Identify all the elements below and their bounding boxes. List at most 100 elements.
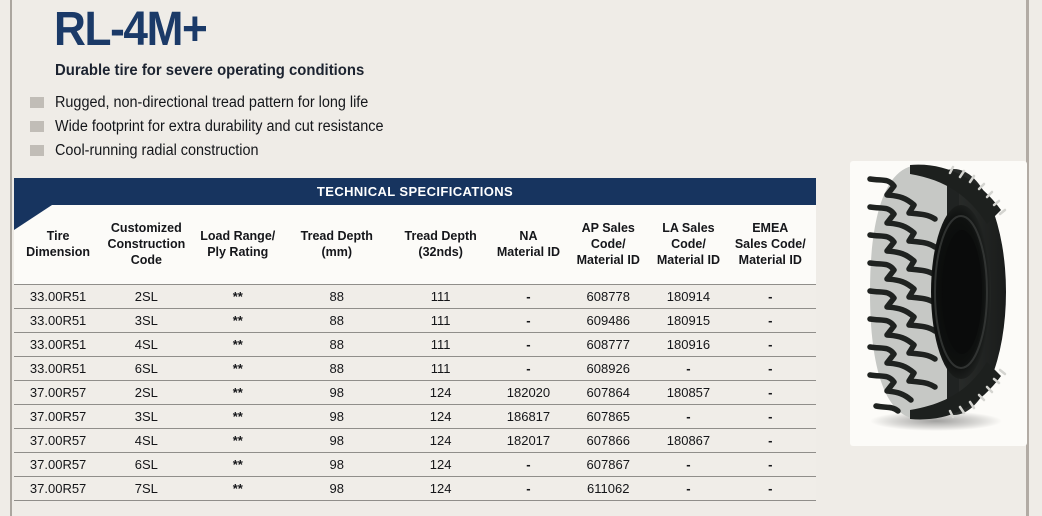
table-cell: 33.00R51 xyxy=(14,355,103,380)
table-cell: 180867 xyxy=(652,427,725,452)
spec-table: Tire Dimension Customized Construction C… xyxy=(14,205,816,501)
table-cell: 607867 xyxy=(564,451,653,476)
table-cell: 6SL xyxy=(102,355,191,380)
feature-bullet: Wide footprint for extra durability and … xyxy=(30,117,408,141)
table-cell: 98 xyxy=(285,451,389,476)
table-cell: 3SL xyxy=(102,307,191,332)
table-cell: 98 xyxy=(285,427,389,452)
feature-text: Rugged, non-directional tread pattern fo… xyxy=(55,94,369,111)
table-cell: 88 xyxy=(285,355,389,380)
table-cell: - xyxy=(724,331,816,356)
table-cell: 124 xyxy=(388,427,493,452)
column-header: EMEA Sales Code/ Material ID xyxy=(724,205,816,284)
feature-text: Wide footprint for extra durability and … xyxy=(55,118,384,135)
column-header: Tread Depth (32nds) xyxy=(388,205,493,284)
table-cell: 98 xyxy=(285,475,389,501)
table-row: 33.00R51 4SL ** 88 111-608777 180916- xyxy=(14,331,816,356)
table-cell: ** xyxy=(190,355,286,380)
table-row: 37.00R57 4SL ** 98 124 182017 607866 180867- xyxy=(14,427,816,452)
tire-image-panel xyxy=(850,161,1027,446)
product-subtitle: Durable tire for severe operating condit… xyxy=(55,62,365,79)
table-row: 37.00R57 2SL ** 98 124 182020 607864 180857- xyxy=(14,379,816,404)
table-cell: 608926 xyxy=(564,355,653,380)
table-cell: 6SL xyxy=(102,451,191,476)
table-cell: 33.00R51 xyxy=(14,307,103,332)
table-cell: 611062 xyxy=(564,475,653,501)
table-row: 37.00R57 7SL ** 98 124-611062- - xyxy=(14,475,816,501)
table-cell: - xyxy=(724,475,816,501)
table-cell: 4SL xyxy=(102,427,191,452)
table-row: 37.00R57 3SL ** 98 124 186817 607865- - xyxy=(14,403,816,428)
table-cell: - xyxy=(652,355,725,380)
table-cell: 111 xyxy=(388,355,493,380)
table-cell: 4SL xyxy=(102,331,191,356)
spec-table-head: Tire Dimension Customized Construction C… xyxy=(14,205,816,284)
table-cell: 609486 xyxy=(564,307,653,332)
feature-bullet: Rugged, non-directional tread pattern fo… xyxy=(30,93,408,117)
feature-text: Cool-running radial construction xyxy=(55,142,259,159)
table-cell: 98 xyxy=(285,379,389,404)
table-cell: ** xyxy=(190,427,286,452)
table-row: 33.00R51 2SL ** 88 111-608778 180914- xyxy=(14,283,816,308)
tire-product-image xyxy=(867,164,1007,431)
bullet-square-icon xyxy=(30,121,44,132)
table-cell: 607865 xyxy=(564,403,653,428)
table-cell: - xyxy=(724,379,816,404)
table-cell: 33.00R51 xyxy=(14,331,103,356)
table-cell: - xyxy=(652,475,725,501)
column-header: Tread Depth (mm) xyxy=(285,205,389,284)
table-cell: 186817 xyxy=(492,403,565,428)
product-title: RL-4M+ xyxy=(54,3,208,56)
table-cell: - xyxy=(492,451,565,476)
table-cell: 124 xyxy=(388,475,493,501)
table-cell: 3SL xyxy=(102,403,191,428)
table-cell: 111 xyxy=(388,283,493,308)
table-cell: 180914 xyxy=(652,283,725,308)
table-cell: ** xyxy=(190,307,286,332)
table-cell: 2SL xyxy=(102,283,191,308)
table-cell: 37.00R57 xyxy=(14,427,103,452)
table-cell: ** xyxy=(190,475,286,501)
bullet-square-icon xyxy=(30,145,44,156)
bullet-square-icon xyxy=(30,97,44,108)
table-cell: 98 xyxy=(285,403,389,428)
table-cell: 37.00R57 xyxy=(14,403,103,428)
table-cell: - xyxy=(652,403,725,428)
column-header: Customized Construction Code xyxy=(102,205,191,284)
table-cell: 607864 xyxy=(564,379,653,404)
table-cell: 33.00R51 xyxy=(14,283,103,308)
table-cell: - xyxy=(724,427,816,452)
table-cell: 88 xyxy=(285,283,389,308)
table-cell: - xyxy=(724,283,816,308)
page-left-rule xyxy=(10,0,12,516)
table-cell: 88 xyxy=(285,307,389,332)
spec-table-body: 33.00R51 2SL ** 88 111-608778 180914- 33.00R5… xyxy=(14,283,816,501)
table-cell: - xyxy=(492,331,565,356)
table-cell: 180857 xyxy=(652,379,725,404)
table-cell: 180915 xyxy=(652,307,725,332)
table-cell: 180916 xyxy=(652,331,725,356)
table-cell: - xyxy=(492,283,565,308)
table-cell: - xyxy=(492,307,565,332)
table-row: 33.00R51 6SL ** 88 111-608926- - xyxy=(14,355,816,380)
table-cell: - xyxy=(724,451,816,476)
table-row: 37.00R57 6SL ** 98 124-607867- - xyxy=(14,451,816,476)
table-cell: - xyxy=(652,451,725,476)
table-cell: - xyxy=(492,475,565,501)
table-cell: 37.00R57 xyxy=(14,379,103,404)
table-cell: 111 xyxy=(388,331,493,356)
table-cell: 182017 xyxy=(492,427,565,452)
table-cell: 182020 xyxy=(492,379,565,404)
table-cell: 124 xyxy=(388,403,493,428)
table-row: 33.00R51 3SL ** 88 111-609486 180915- xyxy=(14,307,816,332)
table-cell: 608777 xyxy=(564,331,653,356)
table-cell: ** xyxy=(190,451,286,476)
table-cell: ** xyxy=(190,331,286,356)
table-cell: ** xyxy=(190,379,286,404)
feature-bullet-list: Rugged, non-directional tread pattern fo… xyxy=(30,93,408,165)
table-cell: ** xyxy=(190,283,286,308)
table-cell: - xyxy=(724,403,816,428)
table-cell: 7SL xyxy=(102,475,191,501)
table-cell: 124 xyxy=(388,379,493,404)
